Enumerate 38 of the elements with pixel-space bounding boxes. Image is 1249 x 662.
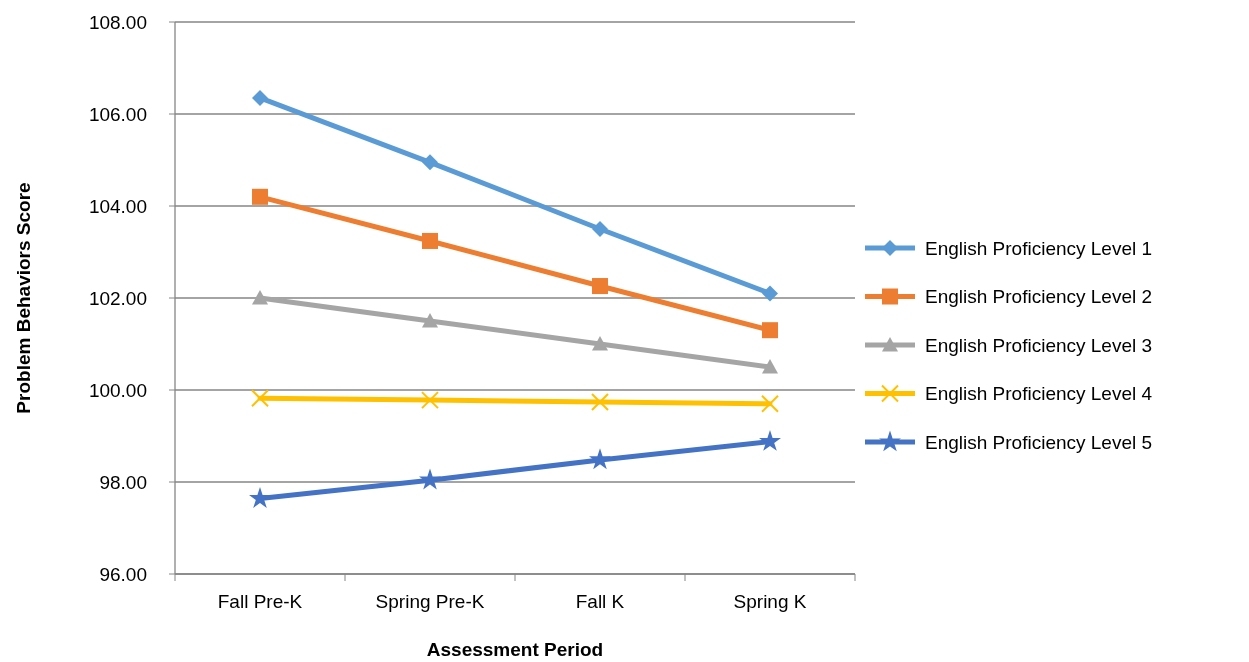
x-axis-title: Assessment Period: [426, 639, 604, 660]
point: [761, 394, 779, 413]
point: [252, 290, 268, 305]
y-tick-label: 98.00: [99, 471, 147, 493]
x-tick-label: Spring K: [733, 591, 807, 612]
x-tick-label: Fall Pre-K: [217, 591, 303, 612]
point: [762, 359, 778, 374]
legend-label: English Proficiency Level 4: [925, 383, 1153, 405]
point: [419, 468, 441, 490]
y-axis-title: Problem Behaviors Score: [13, 182, 34, 414]
point: [591, 392, 609, 411]
y-tick-label: 100.00: [88, 379, 147, 401]
legend-label: English Proficiency Level 2: [925, 286, 1153, 308]
x-tick-label: Fall K: [575, 591, 625, 612]
point: [589, 448, 611, 470]
point: [592, 278, 608, 295]
y-tick-label: 96.00: [99, 563, 147, 585]
point: [762, 322, 778, 339]
point: [759, 429, 781, 451]
point: [421, 391, 439, 410]
legend-label: English Proficiency Level 3: [925, 334, 1153, 356]
point: [422, 232, 438, 249]
point: [762, 285, 778, 302]
point: [249, 487, 271, 508]
point: [422, 154, 438, 171]
y-tick-label: 108.00: [88, 11, 147, 33]
point: [592, 336, 608, 351]
y-tick-label: 106.00: [88, 103, 147, 125]
point: [252, 89, 268, 106]
x-tick-label: Spring Pre-K: [375, 591, 485, 612]
y-tick-label: 104.00: [88, 195, 147, 217]
y-tick-label: 102.00: [88, 287, 147, 309]
legend-label: English Proficiency Level 5: [925, 431, 1153, 453]
point: [252, 188, 268, 205]
point: [422, 313, 438, 328]
legend-label: English Proficiency Level 1: [925, 237, 1153, 259]
point: [592, 221, 608, 237]
point: [251, 389, 269, 408]
